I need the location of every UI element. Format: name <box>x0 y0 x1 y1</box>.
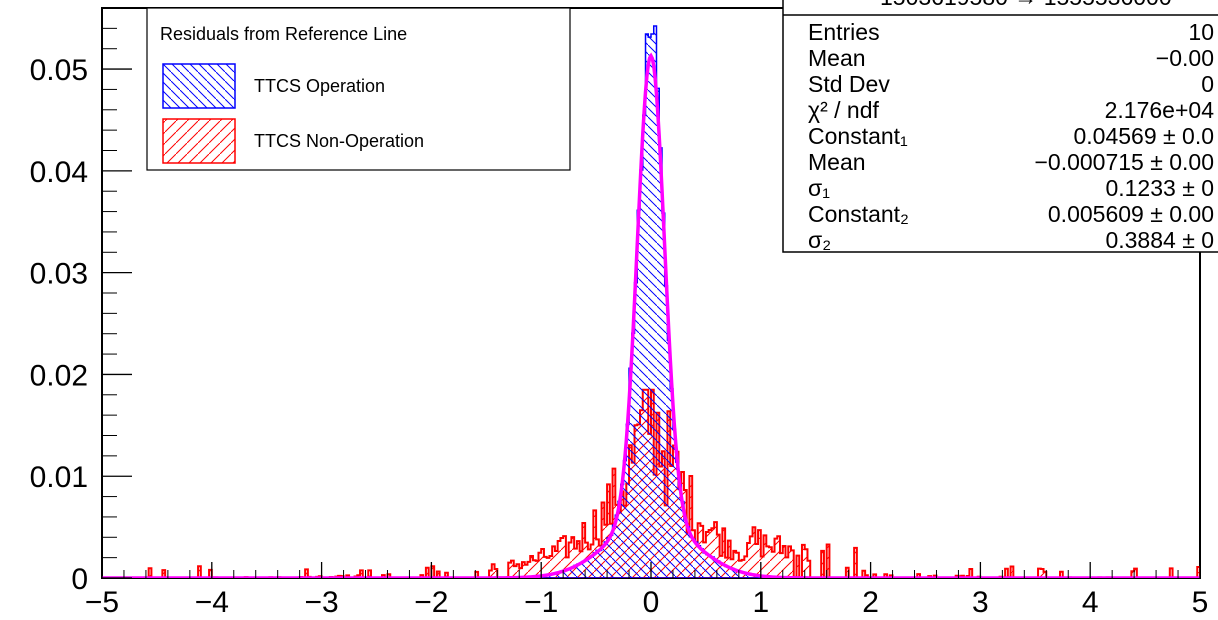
fit-curve <box>102 52 1200 578</box>
legend-label-operation: TTCS Operation <box>254 76 385 96</box>
x-tick-label: −4 <box>195 586 229 619</box>
y-tick-label: 0.05 <box>30 54 88 87</box>
y-tick-label: 0.02 <box>30 359 88 392</box>
x-tick-label: 5 <box>1192 586 1209 619</box>
stats-row-value: 0.1233 ± 0 <box>1105 175 1214 201</box>
legend-swatch-non-operation <box>162 118 236 164</box>
stats-box: 1503619580 → 1555536000 Entries 10 Mean −0.… <box>782 0 1218 253</box>
stats-row-value: 0.3884 ± 0 <box>1105 227 1214 253</box>
stats-row-name: Std Dev <box>808 71 890 97</box>
stats-row-name: Mean <box>808 149 866 175</box>
y-tick-label: 0.03 <box>30 258 88 291</box>
x-tick-label: 2 <box>862 586 879 619</box>
stats-row-value: 0.04569 ± 0.0 <box>1073 123 1214 149</box>
stats-row-name: σ₁ <box>808 175 830 201</box>
stats-row-value: −0.00 <box>1156 45 1214 71</box>
y-tick-label: 0.04 <box>30 156 88 189</box>
stats-row-value: 0.005609 ± 0.00 <box>1048 201 1214 227</box>
stats-header: 1503619580 → 1555536000 <box>880 0 1172 10</box>
x-tick-label: 4 <box>1082 586 1099 619</box>
x-tick-label: −1 <box>524 586 558 619</box>
stats-row-value: 10 <box>1188 19 1214 45</box>
series-operation <box>102 25 1200 578</box>
legend: Residuals from Reference Line TTCS Opera… <box>146 7 571 171</box>
stats-row-value: −0.000715 ± 0.00 <box>1034 149 1214 175</box>
stats-row-value: 0 <box>1201 71 1214 97</box>
y-tick-label: 0 <box>71 563 88 596</box>
x-tick-label: −5 <box>85 586 119 619</box>
stats-box-frame <box>782 0 1218 253</box>
x-tick-label: 1 <box>752 586 769 619</box>
stats-row-name: Entries <box>808 19 880 45</box>
stats-row-name: σ₂ <box>808 227 831 253</box>
stats-row-name: Constant₁ <box>808 123 908 149</box>
x-tick-label: 0 <box>643 586 660 619</box>
legend-label-non-operation: TTCS Non-Operation <box>254 131 424 151</box>
legend-swatch-operation <box>162 63 236 109</box>
stats-row-name: χ² / ndf <box>808 97 879 123</box>
x-tick-label: −2 <box>414 586 448 619</box>
legend-title: Residuals from Reference Line <box>160 24 407 44</box>
stats-row-value: 2.176e+04 <box>1105 97 1215 123</box>
stats-row-name: Constant₂ <box>808 201 909 227</box>
stats-row-name: Mean <box>808 45 866 71</box>
x-tick-label: −3 <box>304 586 338 619</box>
x-tick-label: 3 <box>972 586 989 619</box>
y-tick-label: 0.01 <box>30 461 88 494</box>
